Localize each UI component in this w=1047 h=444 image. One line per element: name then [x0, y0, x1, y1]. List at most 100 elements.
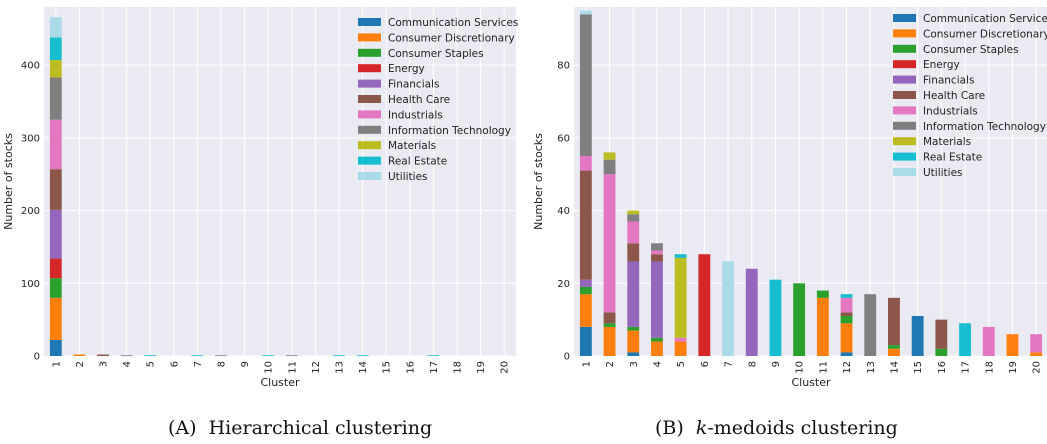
legend-swatch [893, 44, 916, 53]
x-tick-label: 14 [358, 361, 369, 374]
bar-segment [722, 261, 734, 356]
bar-segment [49, 278, 62, 298]
y-tick-label: 80 [557, 61, 570, 72]
legend-label: Consumer Discretionary [923, 28, 1047, 40]
bar-segment [49, 258, 62, 279]
x-tick-label: 2 [75, 361, 86, 367]
legend-label: Industrials [388, 109, 443, 121]
x-tick-label: 10 [795, 361, 806, 374]
legend: Communication Services Consumer Discretio… [893, 13, 1047, 179]
x-tick-label: 8 [747, 361, 758, 367]
bar-segment [49, 37, 62, 61]
bar-segment [888, 345, 900, 349]
legend-swatch [893, 137, 916, 146]
legend-label: Financials [923, 75, 974, 87]
legend-swatch [893, 106, 916, 115]
x-tick-label: 11 [287, 361, 298, 374]
bar-segment [603, 312, 616, 324]
x-tick-label: 9 [240, 361, 251, 367]
x-tick-label: 16 [937, 361, 948, 374]
bar-segment [120, 355, 133, 357]
caption-a-text: Hierarchical clustering [209, 417, 433, 439]
bar-segment [888, 297, 900, 346]
caption-b-text: -medoids clustering [707, 417, 897, 439]
bar-segment [674, 341, 687, 356]
bar-segment [769, 279, 782, 356]
legend-label: Materials [388, 140, 436, 152]
legend-label: Communication Services [388, 17, 518, 29]
x-tick-label: 7 [193, 361, 204, 367]
bar-segment [579, 170, 592, 280]
x-tick-label: 15 [913, 361, 924, 374]
bar-segment [627, 330, 640, 353]
bar-segment [674, 337, 687, 342]
bar-segment [191, 355, 204, 357]
x-axis-label: Cluster [791, 376, 831, 389]
legend-label: Information Technology [388, 125, 511, 137]
caption-a-prefix: (A) [168, 417, 197, 439]
legend-swatch [358, 141, 381, 150]
bar-segment [49, 297, 62, 341]
bar-segment [816, 297, 829, 356]
x-tick-label: 1 [51, 361, 62, 367]
bar-segment [627, 214, 640, 222]
bar-segment [627, 326, 640, 331]
legend-swatch [893, 14, 916, 22]
bar-segment [603, 323, 616, 327]
legend-swatch [358, 156, 381, 165]
legend-label: Industrials [923, 105, 978, 117]
bar-segment [579, 279, 592, 287]
legend-label: Communication Services [923, 13, 1047, 25]
legend-label: Utilities [388, 171, 428, 183]
bar-segment [49, 119, 62, 170]
bar-segment [674, 257, 687, 338]
x-tick-label: 3 [629, 361, 640, 367]
y-tick-label: 100 [21, 279, 40, 290]
legend-swatch [358, 33, 381, 42]
bar-segment [73, 354, 86, 356]
x-tick-label: 17 [429, 361, 440, 374]
x-tick-label: 20 [500, 361, 511, 374]
bar-segment [603, 152, 616, 160]
x-tick-label: 6 [700, 361, 711, 367]
x-tick-label: 5 [676, 361, 687, 367]
plot-area [574, 7, 1047, 356]
x-tick-label: 14 [889, 361, 900, 374]
caption-a: (A) Hierarchical clustering [168, 417, 432, 439]
bar-segment [49, 169, 62, 210]
bar-segment [651, 261, 663, 338]
x-tick-label: 10 [264, 361, 275, 374]
x-tick-label: 4 [652, 361, 663, 367]
bar-segment [959, 323, 971, 356]
bar-segment [698, 254, 711, 356]
x-tick-label: 2 [605, 361, 616, 367]
y-tick-label: 200 [21, 206, 40, 217]
bar-segment [651, 254, 663, 262]
bar-segment [935, 319, 948, 349]
bar-segment [356, 355, 369, 357]
bar-segment [840, 312, 853, 317]
legend-label: Consumer Staples [388, 48, 484, 60]
x-tick-label: 6 [169, 361, 180, 367]
x-tick-label: 4 [122, 361, 133, 367]
bar-segment [1030, 334, 1043, 353]
bar-segment [627, 243, 640, 262]
bar-segment [97, 354, 109, 356]
legend-swatch [358, 95, 381, 103]
legend-swatch [893, 168, 916, 176]
bar-segment [1006, 334, 1019, 356]
bar-segment [49, 17, 62, 38]
x-axis-label: Cluster [260, 376, 300, 389]
bar-segment [888, 348, 900, 356]
x-tick-label: 12 [842, 361, 853, 374]
bar-segment [144, 355, 157, 357]
bar-segment [49, 77, 62, 120]
bar-segment [627, 261, 640, 327]
y-tick-label: 60 [557, 133, 570, 144]
x-tick-label: 15 [382, 361, 393, 374]
legend-label: Consumer Staples [923, 44, 1019, 56]
legend-label: Energy [923, 59, 960, 71]
